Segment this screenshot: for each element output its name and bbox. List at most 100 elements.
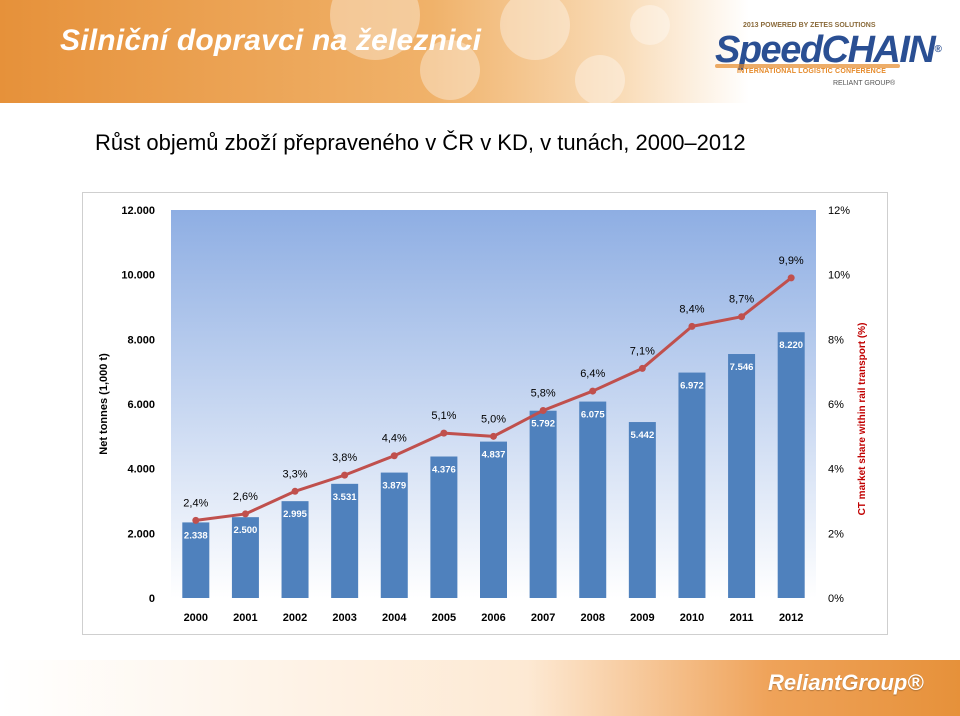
logo-powered-by: 2013 POWERED BY ZETES SOLUTIONS: [743, 22, 876, 29]
share-point: [688, 322, 696, 330]
x-tick-label: 2011: [730, 612, 754, 624]
speedchain-logo: 2013 POWERED BY ZETES SOLUTIONS SpeedCHA…: [715, 22, 942, 94]
y-right-tick-label: 12%: [828, 205, 850, 217]
bar: [628, 422, 656, 598]
logo-group: RELIANT GROUP®: [833, 80, 896, 87]
share-value-label: 8,4%: [679, 303, 704, 315]
bar-value-label: 4.376: [432, 465, 456, 476]
reliant-group-logo: ReliantGroup®: [768, 670, 924, 695]
combo-chart: 0 2.000 4.000 6.000 8.000 10.000 12.000 0% 2% 4% 6…: [98, 205, 868, 624]
share-point: [539, 406, 547, 414]
share-value-label: 2,4%: [183, 497, 208, 509]
bar: [430, 456, 458, 598]
bar-value-label: 6.075: [581, 410, 605, 421]
share-point: [241, 510, 249, 518]
y-right-tick-label: 4%: [828, 464, 844, 476]
decorative-circle: [575, 55, 625, 103]
logo-conference: INTERNATIONAL LOGISTIC CONFERENCE: [737, 68, 887, 75]
bar-value-label: 3.879: [382, 481, 406, 492]
share-point: [738, 313, 746, 321]
y-tick-label: 4.000: [127, 464, 155, 476]
share-point: [192, 516, 200, 524]
bar-value-label: 3.531: [333, 492, 357, 503]
y-tick-label: 0: [149, 593, 155, 605]
share-value-label: 9,9%: [779, 255, 804, 267]
logo-chain: CHAIN: [821, 29, 936, 71]
bar-value-label: 4.837: [482, 450, 506, 461]
logo-wordmark: SpeedCHAIN®: [715, 29, 942, 71]
y-tick-label: 12.000: [121, 205, 155, 217]
decorative-circle: [630, 5, 670, 45]
share-value-label: 8,7%: [729, 294, 754, 306]
logo-swoosh: [715, 64, 900, 68]
y-tick-label: 2.000: [127, 528, 155, 540]
x-tick-label: 2012: [779, 612, 803, 624]
share-value-label: 2,6%: [233, 491, 258, 503]
share-point: [638, 364, 646, 372]
bar-value-label: 2.338: [184, 530, 208, 541]
y-axis-title: Net tonnes (1,000 t): [98, 353, 110, 455]
x-tick-label: 2006: [481, 612, 505, 624]
y-tick-label: 10.000: [121, 270, 155, 282]
chart-heading: Růst objemů zboží přepraveného v ČR v KD…: [95, 130, 746, 155]
header-banner: Silniční dopravci na železnici 2013 POWE…: [0, 0, 960, 103]
y-tick-label: 6.000: [127, 399, 155, 411]
bar-value-label: 8.220: [779, 340, 803, 351]
footer-banner: ReliantGroup®: [0, 660, 960, 716]
x-tick-label: 2001: [233, 612, 257, 624]
bar: [480, 441, 507, 598]
bar: [331, 483, 359, 598]
y-right-tick-label: 0%: [828, 593, 844, 605]
y-right-tick-label: 2%: [828, 528, 844, 540]
x-tick-label: 2002: [283, 612, 307, 624]
bar-value-label: 7.546: [730, 362, 754, 373]
y-tick-label: 8.000: [127, 334, 155, 346]
share-point: [787, 274, 795, 282]
bar-value-label: 6.972: [680, 381, 704, 392]
x-tick-label: 2010: [680, 612, 704, 624]
bar-value-label: 5.792: [531, 419, 555, 430]
y-right-tick-label: 6%: [828, 399, 844, 411]
chart-frame: 0 2.000 4.000 6.000 8.000 10.000 12.000 0% 2% 4% 6…: [82, 192, 888, 635]
x-tick-label: 2003: [332, 612, 356, 624]
logo-registered: ®: [934, 44, 941, 55]
bar: [529, 410, 557, 598]
y-right-tick-label: 8%: [828, 334, 844, 346]
bar: [281, 501, 309, 598]
bar-value-label: 2.995: [283, 509, 307, 520]
x-tick-label: 2005: [432, 612, 456, 624]
bar: [728, 354, 756, 598]
share-point: [440, 429, 448, 437]
bar: [777, 332, 805, 598]
share-value-label: 5,1%: [431, 410, 456, 422]
share-point: [589, 387, 597, 395]
share-value-label: 6,4%: [580, 368, 605, 380]
bar: [678, 372, 706, 598]
slide-title: Silniční dopravci na železnici: [60, 24, 482, 57]
y-right-axis-title: CT market share within rail transport (%…: [857, 323, 868, 516]
share-value-label: 7,1%: [630, 345, 655, 357]
bar: [380, 472, 408, 598]
x-tick-label: 2007: [531, 612, 555, 624]
x-tick-label: 2000: [184, 612, 208, 624]
decorative-circle: [500, 0, 570, 60]
y-right-tick-label: 10%: [828, 270, 850, 282]
share-point: [341, 471, 349, 479]
share-value-label: 5,8%: [531, 387, 556, 399]
share-point: [490, 432, 497, 440]
logo-speed: Speed: [715, 29, 823, 71]
share-value-label: 3,3%: [282, 468, 307, 480]
share-value-label: 3,8%: [332, 452, 357, 464]
bar: [231, 517, 259, 598]
share-point: [291, 487, 299, 495]
bar-value-label: 5.442: [630, 430, 654, 441]
x-tick-label: 2004: [382, 612, 407, 624]
x-tick-label: 2008: [580, 612, 604, 624]
share-point: [390, 452, 398, 460]
bar-value-label: 2.500: [234, 525, 258, 536]
decorative-circle: [420, 40, 480, 100]
x-tick-label: 2009: [630, 612, 654, 624]
bar: [182, 522, 210, 598]
share-value-label: 5,0%: [481, 413, 506, 425]
share-value-label: 4,4%: [382, 433, 407, 445]
